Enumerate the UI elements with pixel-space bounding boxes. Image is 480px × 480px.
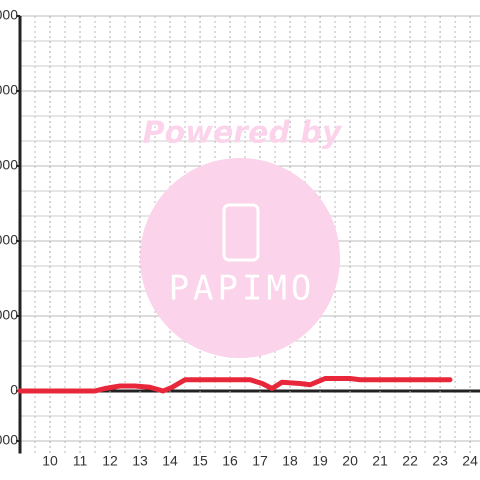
x-tick-label: 22 [402, 453, 418, 469]
y-tick-label: 150,000 [0, 7, 18, 23]
y-tick-label: 120,000 [0, 82, 18, 98]
x-tick-label: 21 [372, 453, 388, 469]
y-tick-label: -20,000 [0, 432, 18, 448]
watermark-text: Powered by [143, 116, 343, 151]
x-tick-label: 16 [222, 453, 238, 469]
x-tick-label: 20 [342, 453, 358, 469]
x-tick-label: 15 [192, 453, 208, 469]
watermark-circle [140, 158, 340, 358]
line-series [17, 376, 453, 394]
x-tick-label: 18 [282, 453, 298, 469]
y-tick-label: 30,000 [0, 307, 18, 323]
watermark-logo: PAPIMO [169, 269, 316, 309]
x-tick-label: 13 [132, 453, 148, 469]
x-tick-label: 23 [432, 453, 448, 469]
grid [20, 15, 480, 454]
x-tick-label: 19 [312, 453, 328, 469]
x-tick-label: 14 [162, 453, 178, 469]
x-tick-label: 24 [462, 453, 478, 469]
x-tick-label: 17 [252, 453, 268, 469]
watermark-phone [222, 203, 260, 262]
y-tick-label: 0 [10, 382, 18, 398]
x-tick-label: 12 [102, 453, 118, 469]
y-tick-label: 60,000 [0, 232, 18, 248]
x-tick-label: 10 [42, 453, 58, 469]
y-tick-label: 90,000 [0, 157, 18, 173]
watermark: Powered by PAPIMO [140, 116, 343, 358]
x-tick-label: 11 [73, 453, 88, 469]
